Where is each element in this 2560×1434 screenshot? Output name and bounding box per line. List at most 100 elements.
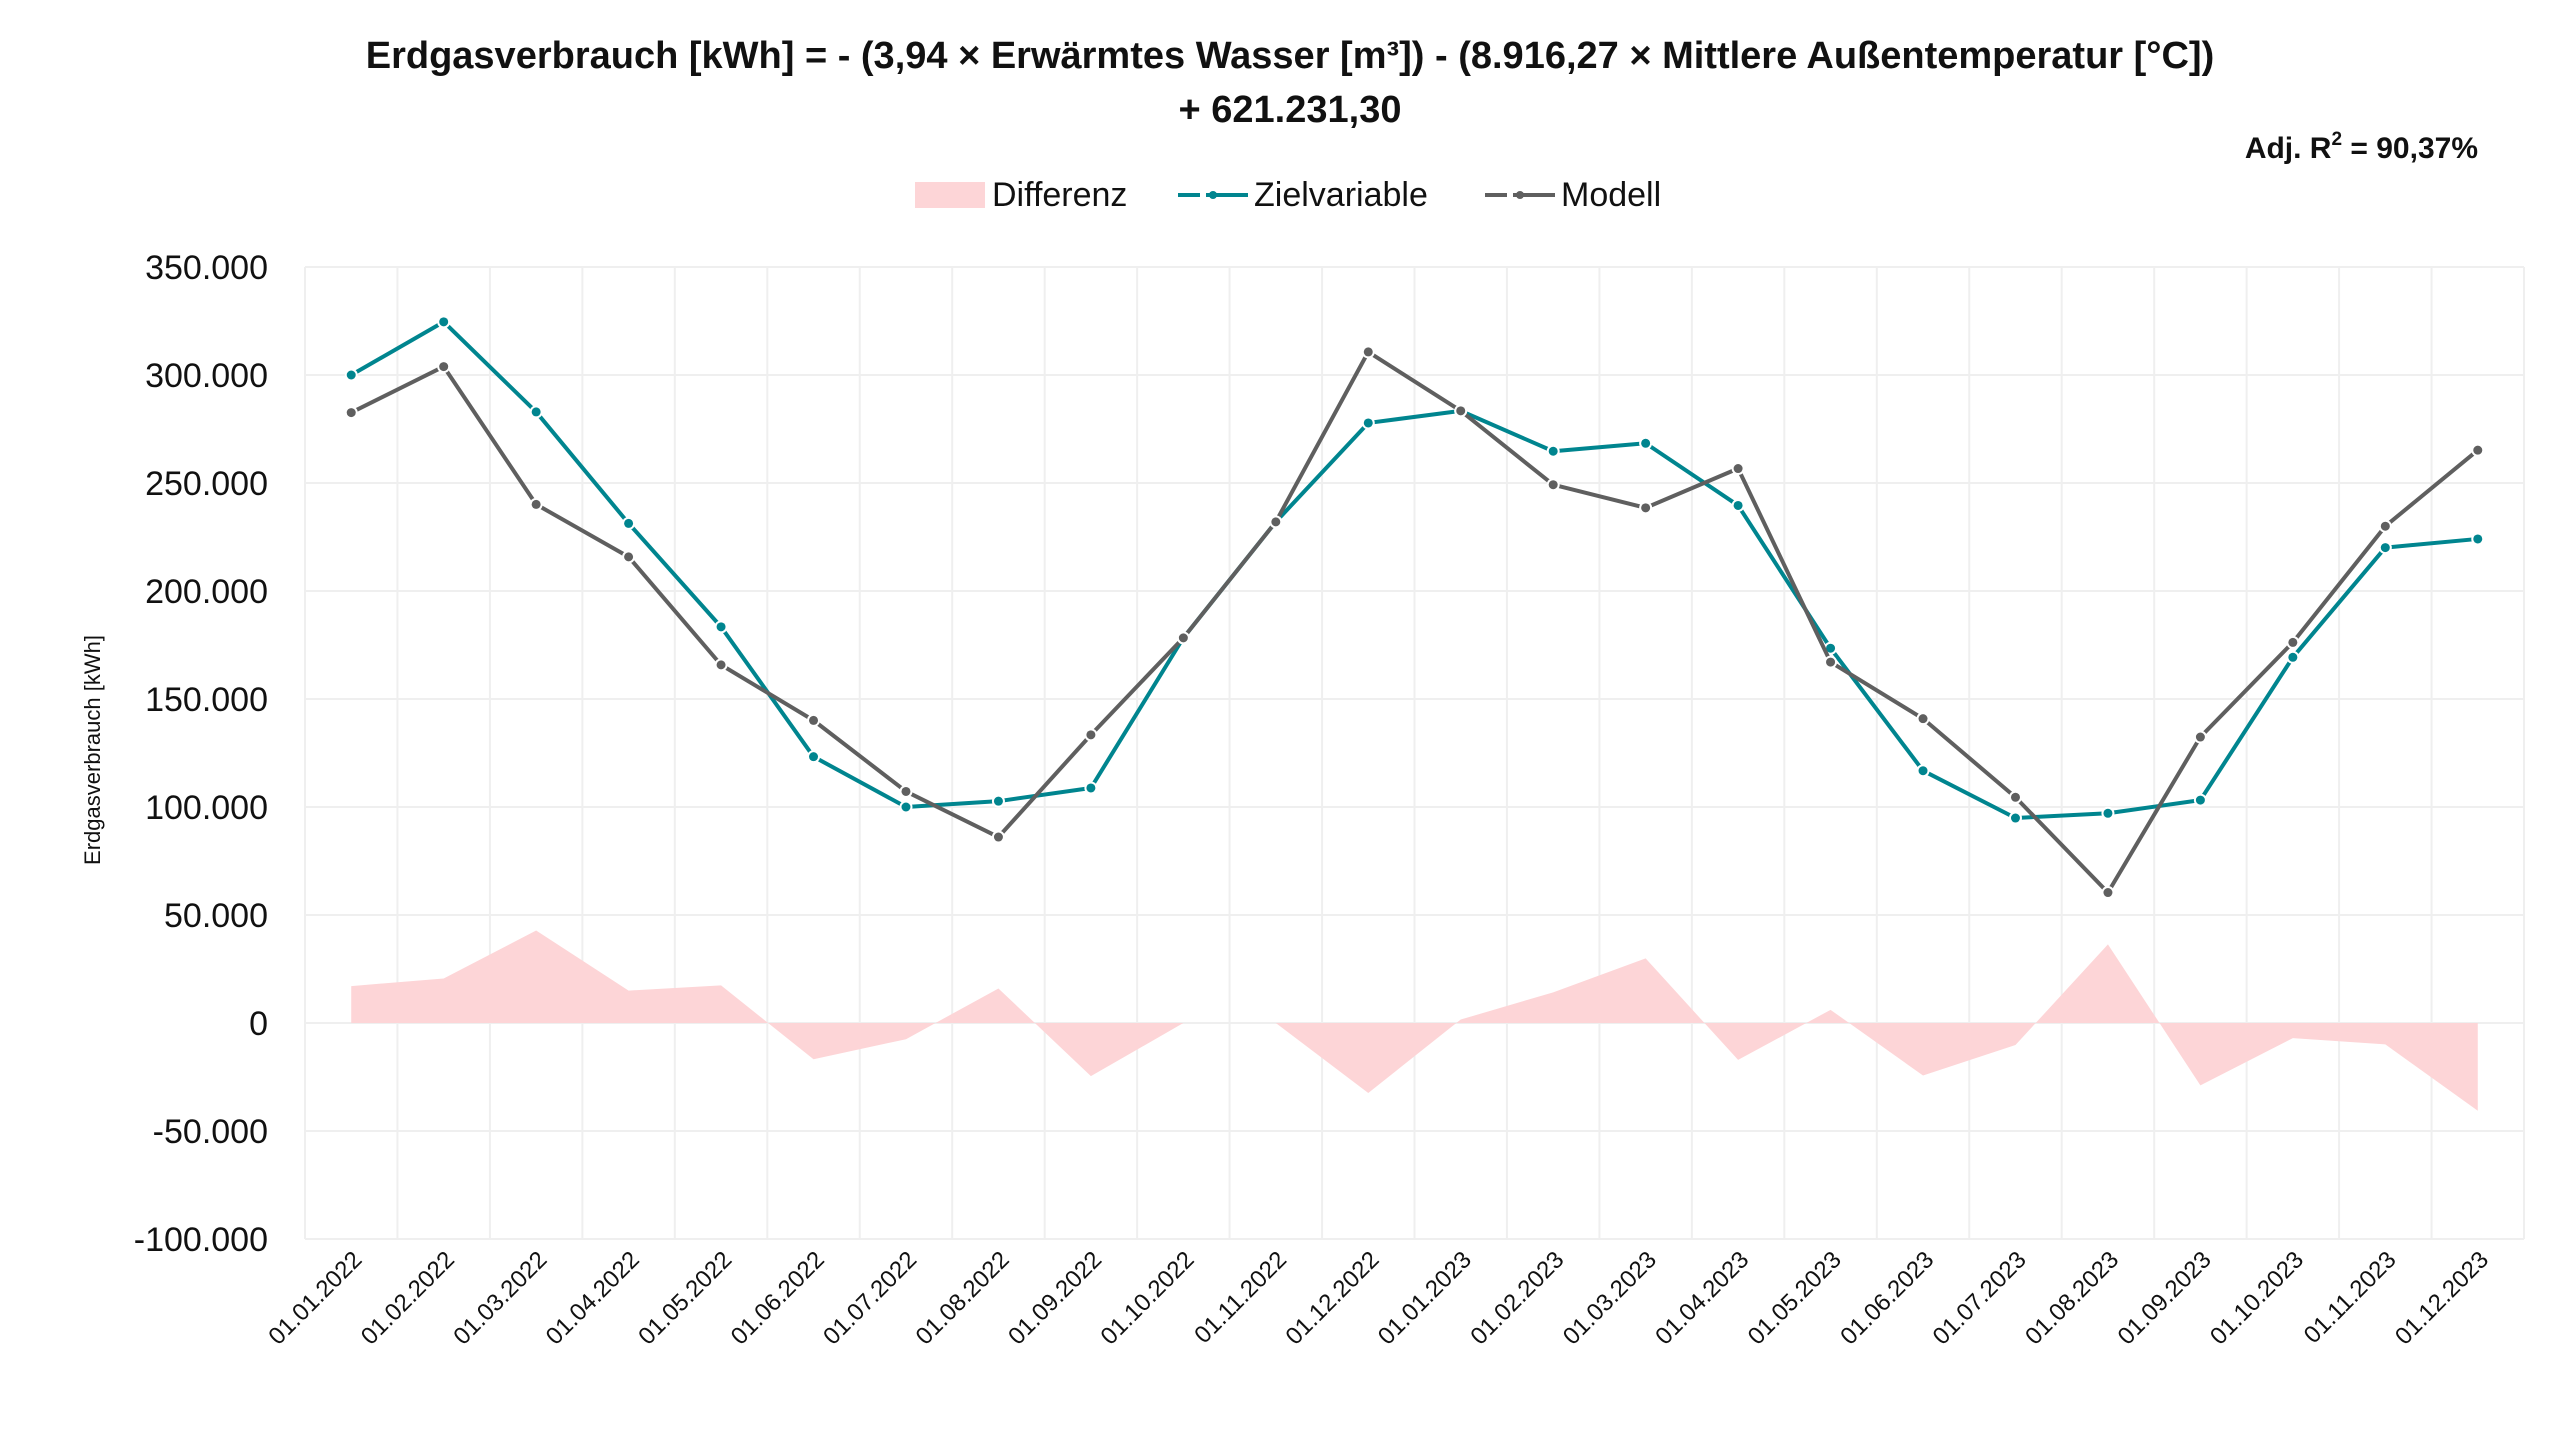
modell-point: [1733, 464, 1743, 474]
differenz-area-series: [351, 930, 2478, 1111]
modell-point: [993, 832, 1003, 842]
zielvariable-point: [809, 752, 819, 762]
zielvariable-point: [1641, 438, 1651, 448]
legend-label-modell: Modell: [1561, 176, 1661, 214]
legend: Differenz Zielvariable Modell: [915, 176, 1661, 214]
adj-r2-prefix: Adj. R: [2245, 132, 2332, 165]
zielvariable-point: [2195, 795, 2205, 805]
zielvariable-point: [2010, 813, 2020, 823]
x-tick-label: 01.05.2022: [633, 1246, 737, 1350]
x-tick-label: 01.04.2022: [541, 1246, 645, 1350]
zielvariable-point: [993, 796, 1003, 806]
modell-line: [350, 349, 2480, 895]
x-tick-label: 01.05.2023: [1743, 1246, 1847, 1350]
x-tick-label: 01.09.2022: [1003, 1246, 1107, 1350]
zielvariable-point: [2473, 534, 2483, 544]
modell-point: [2380, 521, 2390, 531]
zielvariable-point: [1918, 766, 1928, 776]
legend-label-zielvariable: Zielvariable: [1254, 176, 1428, 214]
x-tick-label: 01.08.2022: [911, 1246, 1015, 1350]
x-tick-label: 01.03.2022: [448, 1246, 552, 1350]
zielvariable-point: [716, 622, 726, 632]
modell-point: [809, 715, 819, 725]
zielvariable-point: [1548, 446, 1558, 456]
x-tick-label: 01.09.2023: [2113, 1246, 2217, 1350]
y-tick-label: -50.000: [153, 1113, 268, 1151]
modell-point: [1826, 657, 1836, 667]
modell-point: [2103, 888, 2113, 898]
modell-point: [901, 786, 911, 796]
modell-point: [716, 660, 726, 670]
x-tick-label: 01.11.2022: [1189, 1246, 1292, 1349]
modell-point: [1363, 347, 1373, 357]
x-tick-label: 01.07.2023: [1928, 1246, 2032, 1350]
zielvariable-point: [2380, 543, 2390, 553]
modell-point: [1456, 406, 1466, 416]
adj-r2-value: = 90,37%: [2342, 132, 2478, 165]
x-tick-label: 01.02.2023: [1465, 1246, 1569, 1350]
gridlines: [304, 266, 2525, 1240]
legend-label-differenz: Differenz: [992, 176, 1127, 214]
zielvariable-point: [1733, 500, 1743, 510]
differenz-area: [351, 930, 2478, 1111]
x-tick-label: 01.06.2023: [1835, 1246, 1939, 1350]
modell-point: [346, 408, 356, 418]
x-tick-label: 01.01.2022: [263, 1246, 367, 1350]
legend-swatch-modell: [1485, 191, 1555, 199]
y-tick-label: 200.000: [145, 573, 268, 611]
y-tick-label: 250.000: [145, 465, 268, 503]
modell-point: [2473, 445, 2483, 455]
zielvariable-point: [1086, 783, 1096, 793]
modell-point: [1178, 633, 1188, 643]
chart-title-line-1: Erdgasverbrauch [kWh] = - (3,94 × Erwärm…: [366, 35, 2215, 77]
y-tick-label: 50.000: [164, 897, 268, 935]
chart-title-line-2: + 621.231,30: [1179, 89, 1402, 131]
y-tick-label: 350.000: [145, 249, 268, 287]
modell-point: [1086, 730, 1096, 740]
x-tick-label: 01.01.2023: [1373, 1246, 1477, 1350]
zielvariable-line: [350, 319, 2478, 821]
y-axis-ticks: 350.000 300.000 250.000 200.000 150.000 100.0…: [134, 249, 268, 1259]
x-tick-label: 01.08.2023: [2020, 1246, 2124, 1350]
adj-r2-superscript: 2: [2331, 129, 2342, 150]
y-tick-label: 300.000: [145, 357, 268, 395]
x-tick-label: 01.04.2023: [1650, 1246, 1754, 1350]
y-tick-label: 100.000: [145, 789, 268, 827]
modell-point: [1548, 480, 1558, 490]
zielvariable-point: [1363, 418, 1373, 428]
x-tick-label: 01.10.2023: [2205, 1246, 2309, 1350]
y-tick-label: -100.000: [134, 1221, 268, 1259]
y-axis-title: Erdgasverbrauch [kWh]: [80, 635, 105, 865]
modell-point: [1271, 517, 1281, 527]
modell-point: [2195, 732, 2205, 742]
modell-point: [1918, 714, 1928, 724]
x-tick-label: 01.03.2023: [1558, 1246, 1662, 1350]
x-tick-label: 01.12.2023: [2390, 1246, 2494, 1350]
y-tick-label: 150.000: [145, 681, 268, 719]
zielvariable-point: [1826, 643, 1836, 653]
adj-r2-annotation: Adj. R2 = 90,37%: [2245, 129, 2478, 165]
x-tick-label: 01.06.2022: [726, 1246, 830, 1350]
x-tick-label: 01.07.2022: [818, 1246, 922, 1350]
modell-point: [2288, 637, 2298, 647]
y-tick-label: 0: [249, 1005, 268, 1043]
x-tick-label: 01.02.2022: [356, 1246, 460, 1350]
modell-point: [531, 499, 541, 509]
x-tick-label: 01.12.2022: [1280, 1246, 1384, 1350]
modell-point: [624, 552, 634, 562]
modell-point: [2010, 792, 2020, 802]
line-series: [344, 315, 2485, 900]
zielvariable-point: [624, 518, 634, 528]
modell-point: [439, 362, 449, 372]
legend-swatch-differenz: [915, 182, 985, 208]
x-axis-ticks: 01.01.202201.02.202201.03.202201.04.2022…: [263, 1246, 2494, 1350]
legend-swatch-zielvariable: [1178, 191, 1248, 199]
zielvariable-point: [346, 370, 356, 380]
zielvariable-point: [901, 802, 911, 812]
zielvariable-point: [439, 317, 449, 327]
x-tick-label: 01.11.2023: [2299, 1246, 2402, 1349]
zielvariable-point: [531, 407, 541, 417]
zielvariable-point: [2103, 808, 2113, 818]
x-tick-label: 01.10.2022: [1096, 1246, 1200, 1350]
